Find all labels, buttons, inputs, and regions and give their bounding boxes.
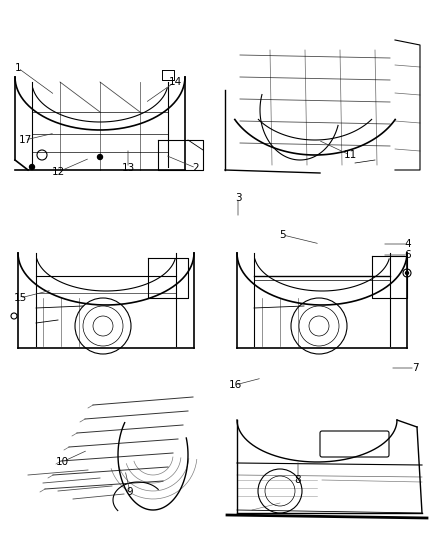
Text: 2: 2 <box>193 163 199 173</box>
Text: 9: 9 <box>127 487 133 497</box>
Text: 3: 3 <box>235 193 241 203</box>
Text: 5: 5 <box>280 230 286 240</box>
Text: 6: 6 <box>405 250 411 260</box>
Text: 12: 12 <box>51 167 65 177</box>
Text: 14: 14 <box>168 77 182 87</box>
Text: 13: 13 <box>121 163 134 173</box>
Text: 4: 4 <box>405 239 411 249</box>
Text: 11: 11 <box>343 150 357 160</box>
Circle shape <box>98 155 102 159</box>
Text: 1: 1 <box>15 63 21 73</box>
Text: 10: 10 <box>56 457 69 467</box>
Circle shape <box>406 271 409 274</box>
Circle shape <box>29 165 35 169</box>
Text: 17: 17 <box>18 135 32 145</box>
Text: 7: 7 <box>412 363 418 373</box>
Text: 16: 16 <box>228 380 242 390</box>
Text: 15: 15 <box>14 293 27 303</box>
Text: 8: 8 <box>295 475 301 485</box>
